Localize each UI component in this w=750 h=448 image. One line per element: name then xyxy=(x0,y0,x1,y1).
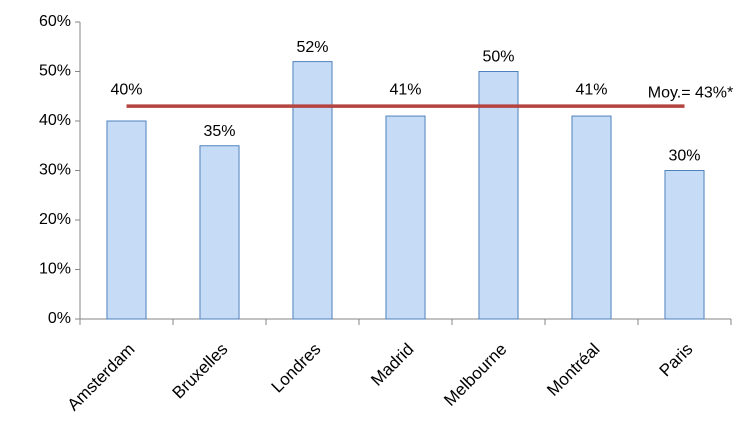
y-tick-label: 20% xyxy=(39,211,71,228)
y-tick-label: 0% xyxy=(48,310,71,327)
average-label: Moy.= 43%* xyxy=(648,84,734,101)
x-tick-label: Bruxelles xyxy=(169,340,232,403)
x-tick-label: Melbourne xyxy=(440,340,510,410)
x-tick-label: Madrid xyxy=(367,340,417,390)
data-label: 40% xyxy=(110,81,142,98)
x-tick-label: Londres xyxy=(268,340,325,397)
data-label: 35% xyxy=(203,123,235,140)
bar xyxy=(478,71,519,320)
y-tick-label: 40% xyxy=(39,112,71,129)
x-tick-label: Paris xyxy=(656,340,697,381)
x-tick-label: Amsterdam xyxy=(64,340,139,415)
data-label: 52% xyxy=(296,39,328,56)
data-label: 41% xyxy=(389,81,421,98)
x-tick-label: Montréal xyxy=(543,340,603,400)
y-tick-label: 30% xyxy=(39,162,71,179)
bar xyxy=(292,61,333,320)
y-tick-label: 60% xyxy=(39,13,71,30)
bar xyxy=(106,120,147,320)
bar xyxy=(664,170,705,320)
data-label: 41% xyxy=(575,81,607,98)
bar xyxy=(571,115,612,320)
bar xyxy=(199,145,240,320)
data-label: 30% xyxy=(668,148,700,165)
y-tick-label: 50% xyxy=(39,63,71,80)
bar xyxy=(385,115,426,320)
y-tick-label: 10% xyxy=(39,261,71,278)
data-label: 50% xyxy=(482,49,514,66)
